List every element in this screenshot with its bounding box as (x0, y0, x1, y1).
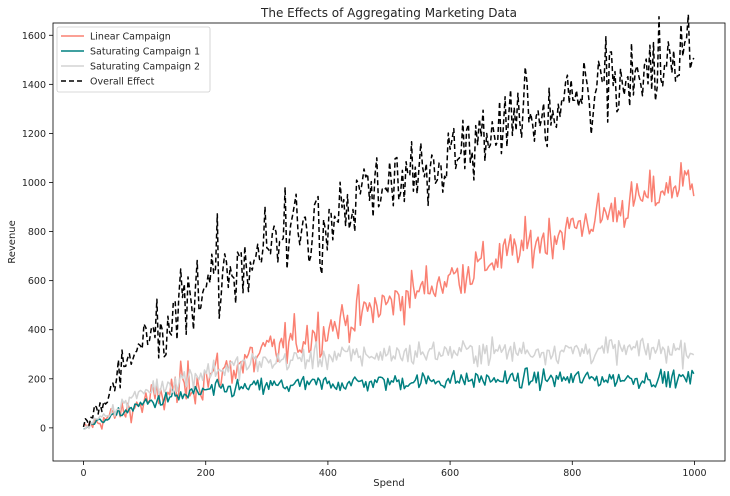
chart-title: The Effects of Aggregating Marketing Dat… (260, 6, 517, 20)
legend-item-linear-campaign: Linear Campaign (61, 32, 171, 43)
y-tick-label: 1200 (22, 129, 46, 140)
series-layer (82, 13, 695, 431)
x-tick-label: 400 (319, 468, 337, 479)
x-axis-ticks: 0 200 400 600 800 1000 (81, 461, 707, 479)
x-tick-label: 200 (197, 468, 215, 479)
legend-label: Overall Effect (90, 77, 155, 88)
x-axis-label: Spend (373, 478, 405, 489)
y-tick-label: 1400 (22, 80, 46, 91)
x-tick-label: 1000 (682, 468, 706, 479)
legend-label: Saturating Campaign 1 (90, 47, 200, 58)
plot-area (52, 22, 726, 462)
legend-label: Linear Campaign (90, 32, 171, 43)
legend-item-saturating-campaign-2: Saturating Campaign 2 (61, 62, 200, 73)
legend-label: Saturating Campaign 2 (90, 62, 200, 73)
legend-box (56, 26, 211, 93)
legend: Linear Campaign Saturating Campaign 1 Satu… (56, 26, 211, 93)
y-axis-ticks: 0 200 400 600 800 1000 1200 1400 1600 (22, 31, 53, 434)
legend-item-overall-effect: Overall Effect (61, 77, 155, 88)
y-tick-label: 200 (28, 374, 46, 385)
y-tick-label: 0 (40, 423, 46, 434)
series-line-linear-campaign (83, 162, 695, 430)
series-line-saturating-campaign-2 (83, 336, 695, 431)
series-line-overall-effect (82, 13, 695, 428)
y-tick-label: 1600 (22, 31, 46, 42)
y-tick-label: 600 (28, 276, 46, 287)
y-axis-label: Revenue (7, 220, 18, 264)
x-tick-label: 0 (81, 468, 87, 479)
series-line-saturating-campaign-1 (83, 367, 695, 430)
legend-item-saturating-campaign-1: Saturating Campaign 1 (61, 47, 200, 58)
x-tick-label: 800 (563, 468, 581, 479)
y-tick-label: 800 (28, 227, 46, 238)
y-tick-label: 400 (28, 325, 46, 336)
y-tick-label: 1000 (22, 178, 46, 189)
x-tick-label: 600 (441, 468, 459, 479)
